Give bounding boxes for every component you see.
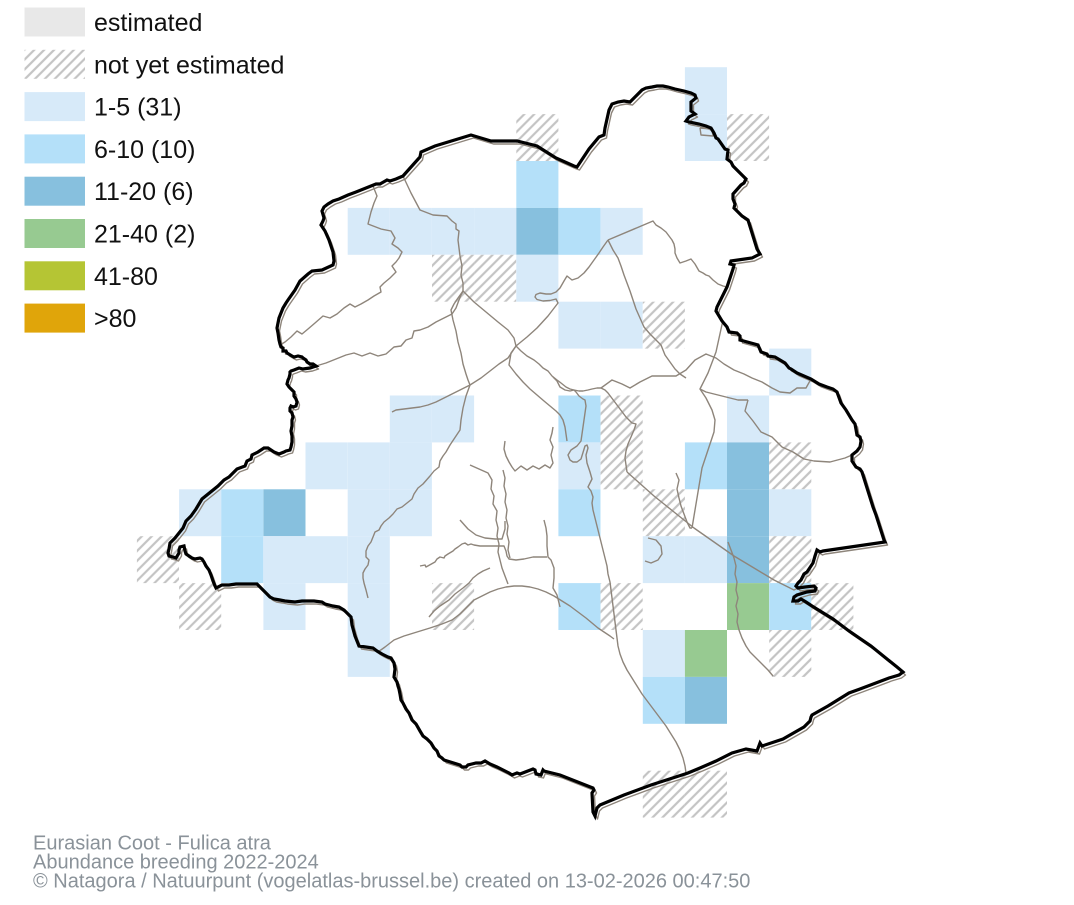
svg-text:estimated: estimated [94, 9, 202, 37]
svg-text:1-5 (31): 1-5 (31) [94, 94, 182, 122]
svg-text:11-20 (6): 11-20 (6) [94, 178, 194, 206]
svg-text:21-40 (2): 21-40 (2) [94, 221, 195, 249]
svg-text:6-10 (10): 6-10 (10) [94, 136, 195, 164]
svg-text:© Natagora / Natuurpunt (vogel: © Natagora / Natuurpunt (vogelatlas-brus… [33, 871, 750, 893]
svg-text:Eurasian Coot - Fulica atra: Eurasian Coot - Fulica atra [33, 833, 272, 855]
svg-text:Abundance breeding 2022-2024: Abundance breeding 2022-2024 [33, 852, 319, 874]
svg-text:41-80: 41-80 [94, 263, 158, 291]
svg-text:>80: >80 [94, 305, 136, 333]
svg-text:not yet estimated: not yet estimated [94, 51, 284, 79]
